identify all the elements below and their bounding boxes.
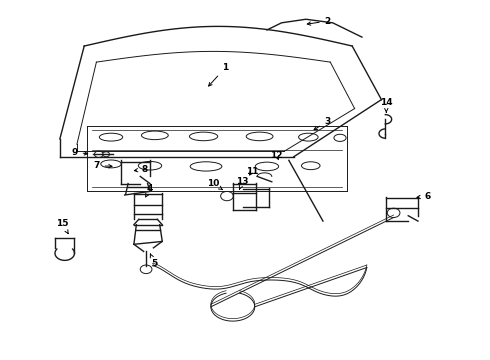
Text: 14: 14 — [380, 98, 392, 112]
Text: 11: 11 — [246, 167, 259, 176]
Ellipse shape — [246, 132, 273, 141]
Text: 7: 7 — [93, 161, 112, 170]
Ellipse shape — [101, 160, 121, 168]
Text: 3: 3 — [314, 117, 331, 130]
Ellipse shape — [99, 133, 122, 141]
Text: 10: 10 — [207, 179, 222, 190]
Ellipse shape — [301, 162, 320, 170]
Text: 2: 2 — [307, 17, 331, 26]
Text: 5: 5 — [150, 254, 158, 269]
Text: 15: 15 — [56, 219, 69, 234]
Text: 1: 1 — [209, 63, 229, 86]
Ellipse shape — [190, 162, 222, 171]
Circle shape — [140, 265, 152, 274]
Text: 4: 4 — [146, 184, 153, 197]
Ellipse shape — [255, 162, 279, 171]
Ellipse shape — [138, 161, 162, 170]
Ellipse shape — [298, 133, 318, 141]
Ellipse shape — [334, 134, 346, 141]
Circle shape — [220, 192, 233, 201]
Text: 8: 8 — [134, 165, 148, 174]
Text: 6: 6 — [417, 192, 431, 201]
Circle shape — [95, 151, 103, 157]
Circle shape — [103, 152, 110, 157]
Circle shape — [387, 208, 400, 217]
Text: 9: 9 — [71, 148, 88, 157]
Ellipse shape — [142, 131, 168, 140]
Text: 13: 13 — [236, 177, 249, 189]
Ellipse shape — [190, 132, 218, 141]
Text: 12: 12 — [270, 151, 283, 160]
